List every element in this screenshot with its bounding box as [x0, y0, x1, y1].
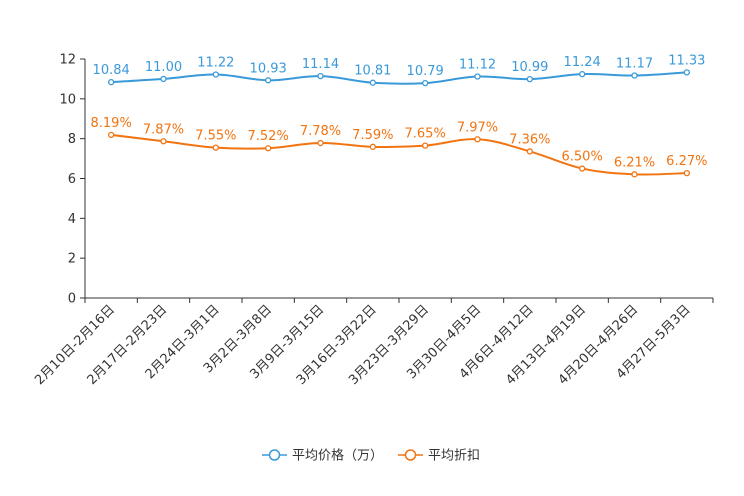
data-point [526, 75, 533, 83]
data-label: 6.50% [562, 150, 603, 165]
data-point [212, 71, 219, 78]
legend-marker-icon [268, 449, 281, 461]
data-label: 7.78% [300, 124, 341, 139]
data-label: 7.87% [143, 122, 184, 137]
data-point [631, 72, 638, 79]
data-point [526, 148, 533, 155]
y-tick-label: 10 [59, 92, 76, 107]
legend-label: 平均价格（万） [292, 448, 383, 464]
data-point [160, 138, 167, 145]
data-point [160, 75, 167, 83]
data-point [579, 165, 586, 172]
data-label: 8.19% [91, 116, 132, 131]
series-line [111, 71, 687, 85]
y-tick-label: 2 [68, 252, 76, 267]
data-point [265, 77, 272, 84]
chart-series: 10.84 11.00 11.22 10.93 11.14 10.81 10.79 11.12… [91, 53, 707, 178]
data-label: 11.00 [145, 60, 182, 75]
legend-marker-icon [404, 449, 417, 461]
data-point [317, 139, 324, 147]
data-label: 6.21% [614, 155, 655, 170]
legend-item-avg-discount[interactable]: 平均折扣 [398, 449, 480, 464]
data-point [108, 78, 115, 86]
data-point [369, 143, 376, 150]
data-label: 7.52% [248, 129, 289, 144]
data-point [212, 144, 219, 151]
series-avg-discount: 8.19% 7.87% 7.55% 7.52% 7.78% 7.59% 7.65% 7.97%… [91, 116, 707, 178]
series-avg-price: 10.84 11.00 11.22 10.93 11.14 10.81 10.79 11.12… [93, 53, 705, 87]
data-point [422, 79, 429, 87]
data-point [369, 79, 376, 86]
data-label: 7.97% [457, 120, 498, 135]
data-point [631, 171, 638, 178]
data-label: 10.81 [354, 64, 391, 79]
data-label: 6.27% [666, 154, 707, 169]
data-point [474, 136, 481, 143]
data-point [579, 70, 586, 78]
data-label: 10.93 [250, 61, 287, 76]
data-label: 11.12 [459, 58, 496, 73]
y-tick-label: 8 [68, 132, 76, 147]
data-point [683, 169, 690, 177]
y-tick-label: 4 [68, 212, 76, 227]
data-point [265, 145, 272, 152]
data-label: 7.59% [352, 128, 393, 143]
legend-item-avg-price[interactable]: 平均价格（万） [262, 448, 383, 464]
data-label: 11.33 [668, 53, 705, 68]
chart-axes: 0246810122月10日-2月16日2月17日-2月23日2月24日-3月1… [32, 53, 714, 388]
data-point [422, 142, 429, 149]
data-point [683, 69, 690, 76]
data-label: 11.24 [564, 55, 601, 70]
data-label: 7.36% [509, 132, 550, 147]
data-label: 7.55% [195, 129, 236, 144]
data-label: 7.65% [405, 127, 446, 142]
data-label: 10.84 [93, 63, 130, 78]
data-label: 11.22 [197, 56, 234, 71]
data-label: 10.79 [407, 64, 444, 79]
y-tick-label: 6 [68, 172, 76, 187]
data-point [474, 73, 481, 80]
data-label: 10.99 [511, 60, 548, 75]
legend-label: 平均折扣 [428, 449, 480, 464]
series-line [111, 133, 687, 176]
data-label: 11.17 [616, 57, 653, 72]
y-tick-label: 12 [59, 53, 76, 68]
data-point [108, 131, 115, 139]
chart-legend[interactable]: 平均价格（万） 平均折扣 [262, 448, 480, 464]
data-label: 11.14 [302, 57, 339, 72]
data-point [317, 72, 324, 80]
y-tick-label: 0 [68, 292, 76, 307]
